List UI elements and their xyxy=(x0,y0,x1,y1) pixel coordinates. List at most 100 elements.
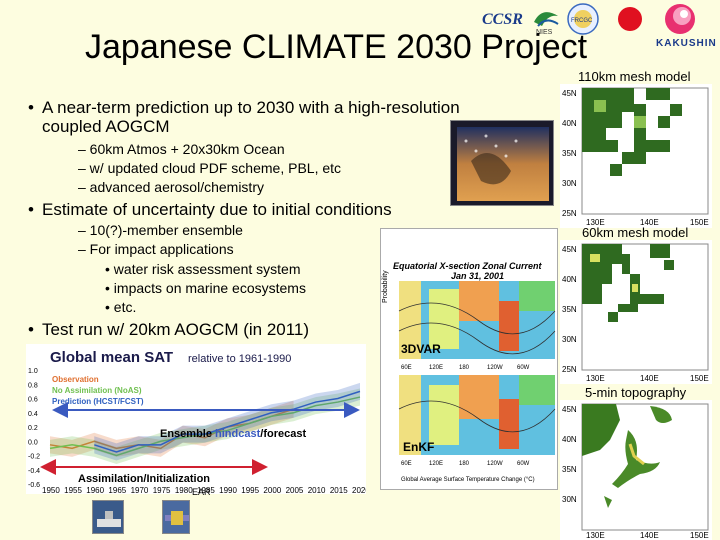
x-tick-label: 2000 xyxy=(263,486,281,494)
lat-label: 25N xyxy=(562,209,577,218)
page-title: Japanese CLIMATE 2030 Project xyxy=(85,28,588,66)
y-tick-label: 1.0 xyxy=(28,368,38,375)
ear-label: EAR xyxy=(192,487,211,495)
frcgc-logo: FRCGC xyxy=(566,2,600,36)
lon-label: 130E xyxy=(586,218,605,227)
ccsr-logo-text: CCSR xyxy=(482,11,523,28)
lon-label: 140E xyxy=(640,218,659,227)
lon-label: 130E xyxy=(586,531,605,540)
x-tick-label: 1990 xyxy=(219,486,237,494)
lat-label: 35N xyxy=(562,465,577,474)
map-110km-label: 110km mesh model xyxy=(578,69,691,84)
sub-item: – w/ updated cloud PDF scheme, PBL, etc xyxy=(78,160,342,176)
lat-label: 35N xyxy=(562,305,577,314)
xsection-date: Jan 31, 2001 xyxy=(451,271,504,281)
x-tick-label: 2015 xyxy=(330,486,348,494)
lon-label: 180 xyxy=(459,365,470,371)
enkf-label: EnKF xyxy=(403,440,434,454)
x-tick-label: 1955 xyxy=(64,486,82,494)
y-axis-ticks: 1.0 0.8 0.6 0.4 0.2 0.0 -0.2 -0.4 -0.6 xyxy=(28,368,40,489)
lon-label: 120W xyxy=(487,461,503,467)
lon-label: 120E xyxy=(429,365,443,371)
legend-noas: No Assimilation (NoAS) xyxy=(52,386,142,395)
lon-label: 120E xyxy=(429,461,443,467)
bullet-text: Test run w/ 20km AOGCM (in 2011) xyxy=(42,320,310,339)
map-110km-mesh: 45N 40N 35N 30N 25N 130E 140E 150E xyxy=(560,84,712,228)
xsection-title: Equatorial X-section Zonal Current xyxy=(393,261,543,271)
lon-label: 150E xyxy=(690,531,709,540)
3dvar-label: 3DVAR xyxy=(401,342,441,356)
map-5min-topography: 45N 40N 35N 30N 130E 140E 150E xyxy=(560,400,712,540)
ship-icon xyxy=(92,500,124,534)
lon-label: 120W xyxy=(487,365,503,371)
bullet-near-term-prediction: • A near-term prediction up to 2030 with… xyxy=(28,98,460,136)
lat-label: 45N xyxy=(562,245,577,254)
x-axis-ticks: 1950 1955 1960 1965 1970 1975 1980 1985 1990 1995… xyxy=(42,486,370,495)
satellite-icon xyxy=(162,500,190,534)
aogcm-snapshot-image xyxy=(450,120,554,206)
sub-item: – 60km Atmos + 20x30km Ocean xyxy=(78,141,285,157)
x-tick-label: 1980 xyxy=(175,486,193,494)
x-tick-label: 2020 xyxy=(352,486,366,494)
ensemble-label: Ensemble hindcast/forecast xyxy=(160,428,306,440)
y-tick-label: 0.6 xyxy=(28,397,38,404)
lat-label: 40N xyxy=(562,435,577,444)
lon-label: 60E xyxy=(401,461,412,467)
sub-item: – advanced aerosol/chemistry xyxy=(78,179,264,195)
bullet-text: Estimate of uncertainty due to initial c… xyxy=(42,200,392,219)
legend-observation: Observation xyxy=(52,375,99,384)
y-tick-label: 0.4 xyxy=(28,411,38,418)
probability-axis-label: Probability xyxy=(382,270,389,303)
map-topography-label: 5-min topography xyxy=(585,385,687,400)
x-tick-label: 1970 xyxy=(131,486,149,494)
y-tick-label: -0.4 xyxy=(28,468,40,475)
x-tick-label: 1965 xyxy=(108,486,126,494)
lon-label: 60W xyxy=(517,461,530,467)
x-tick-label: 1985 xyxy=(197,486,215,494)
lat-label: 40N xyxy=(562,275,577,284)
map-60km-mesh: 45N 40N 35N 30N 25N 130E 140E 150E xyxy=(560,240,712,384)
lon-label: 60E xyxy=(401,365,412,371)
x-tick-label: 2010 xyxy=(308,486,326,494)
chart-annotation-overlay: Ensemble hindcast/forecast Assimilation/… xyxy=(40,402,360,495)
lat-label: 40N xyxy=(562,119,577,128)
sub-sub-item: • water risk assessment system xyxy=(105,261,301,277)
equatorial-xsection-figure: Probability Equatorial X-section Zonal C… xyxy=(380,228,558,490)
lon-label: 180 xyxy=(459,461,470,467)
x-tick-label: 1975 xyxy=(153,486,171,494)
x-tick-label: 2005 xyxy=(286,486,304,494)
lat-label: 30N xyxy=(562,495,577,504)
y-tick-label: 0.8 xyxy=(28,382,38,389)
assimilation-label: Assimilation/Initialization xyxy=(78,473,210,485)
x-tick-label: 1950 xyxy=(42,486,60,494)
nies-logo-text: NIES xyxy=(536,29,553,36)
lon-label: 60W xyxy=(517,365,530,371)
y-tick-label: 0.0 xyxy=(28,439,38,446)
kakushin-logo xyxy=(662,2,698,36)
sub-item: – For impact applications xyxy=(78,241,234,257)
series-band xyxy=(50,400,294,457)
lat-label: 25N xyxy=(562,365,577,374)
kakushin-logo-text: KAKUSHIN xyxy=(656,38,717,49)
map-60km-label: 60km mesh model xyxy=(582,225,689,240)
lat-label: 45N xyxy=(562,405,577,414)
ccsr-logo: CCSR xyxy=(480,4,524,34)
y-tick-label: 0.2 xyxy=(28,425,38,432)
lon-label: 140E xyxy=(640,531,659,540)
lon-label: 150E xyxy=(690,374,709,383)
lon-label: 150E xyxy=(690,218,709,227)
sub-item: – 10(?)-member ensemble xyxy=(78,222,243,238)
lat-label: 45N xyxy=(562,89,577,98)
bullet-uncertainty-estimate: • Estimate of uncertainty due to initial… xyxy=(28,200,392,219)
japan-flag-logo xyxy=(615,4,645,34)
chart-title: Global mean SAT xyxy=(50,349,173,366)
lon-label: 140E xyxy=(640,374,659,383)
bullet-test-run: • Test run w/ 20km AOGCM (in 2011) xyxy=(28,320,310,339)
y-tick-label: -0.2 xyxy=(28,454,40,461)
lat-label: 35N xyxy=(562,149,577,158)
bullet-text: A near-term prediction up to 2030 with a… xyxy=(42,98,460,136)
x-tick-label: 1995 xyxy=(241,486,259,494)
x-tick-label: 1960 xyxy=(86,486,104,494)
lon-label: 130E xyxy=(586,374,605,383)
xsection-xlabel: Global Average Surface Temperature Chang… xyxy=(401,477,535,483)
